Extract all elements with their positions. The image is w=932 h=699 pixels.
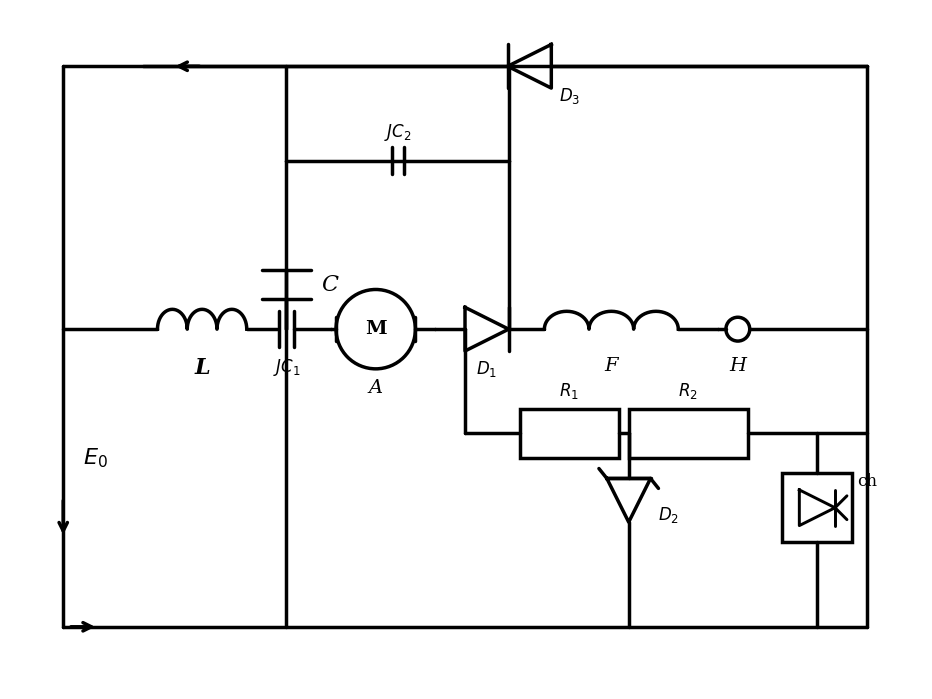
Text: $D_3$: $D_3$ <box>559 86 581 106</box>
Text: M: M <box>365 320 387 338</box>
Text: $E_0$: $E_0$ <box>83 447 108 470</box>
Text: A: A <box>369 379 383 397</box>
Text: $R_1$: $R_1$ <box>559 380 579 401</box>
Text: F: F <box>605 357 618 375</box>
Text: H: H <box>730 357 747 375</box>
Text: L: L <box>194 357 210 379</box>
Text: $JC_2$: $JC_2$ <box>384 122 411 143</box>
Text: C: C <box>322 273 338 296</box>
Bar <box>519 408 619 458</box>
Bar <box>629 408 747 458</box>
Text: ch: ch <box>857 473 877 490</box>
Text: $JC_1$: $JC_1$ <box>273 357 300 378</box>
Text: $D_1$: $D_1$ <box>476 359 498 379</box>
Text: $R_2$: $R_2$ <box>678 380 698 401</box>
Text: $D_2$: $D_2$ <box>659 505 679 525</box>
Bar <box>783 473 852 542</box>
